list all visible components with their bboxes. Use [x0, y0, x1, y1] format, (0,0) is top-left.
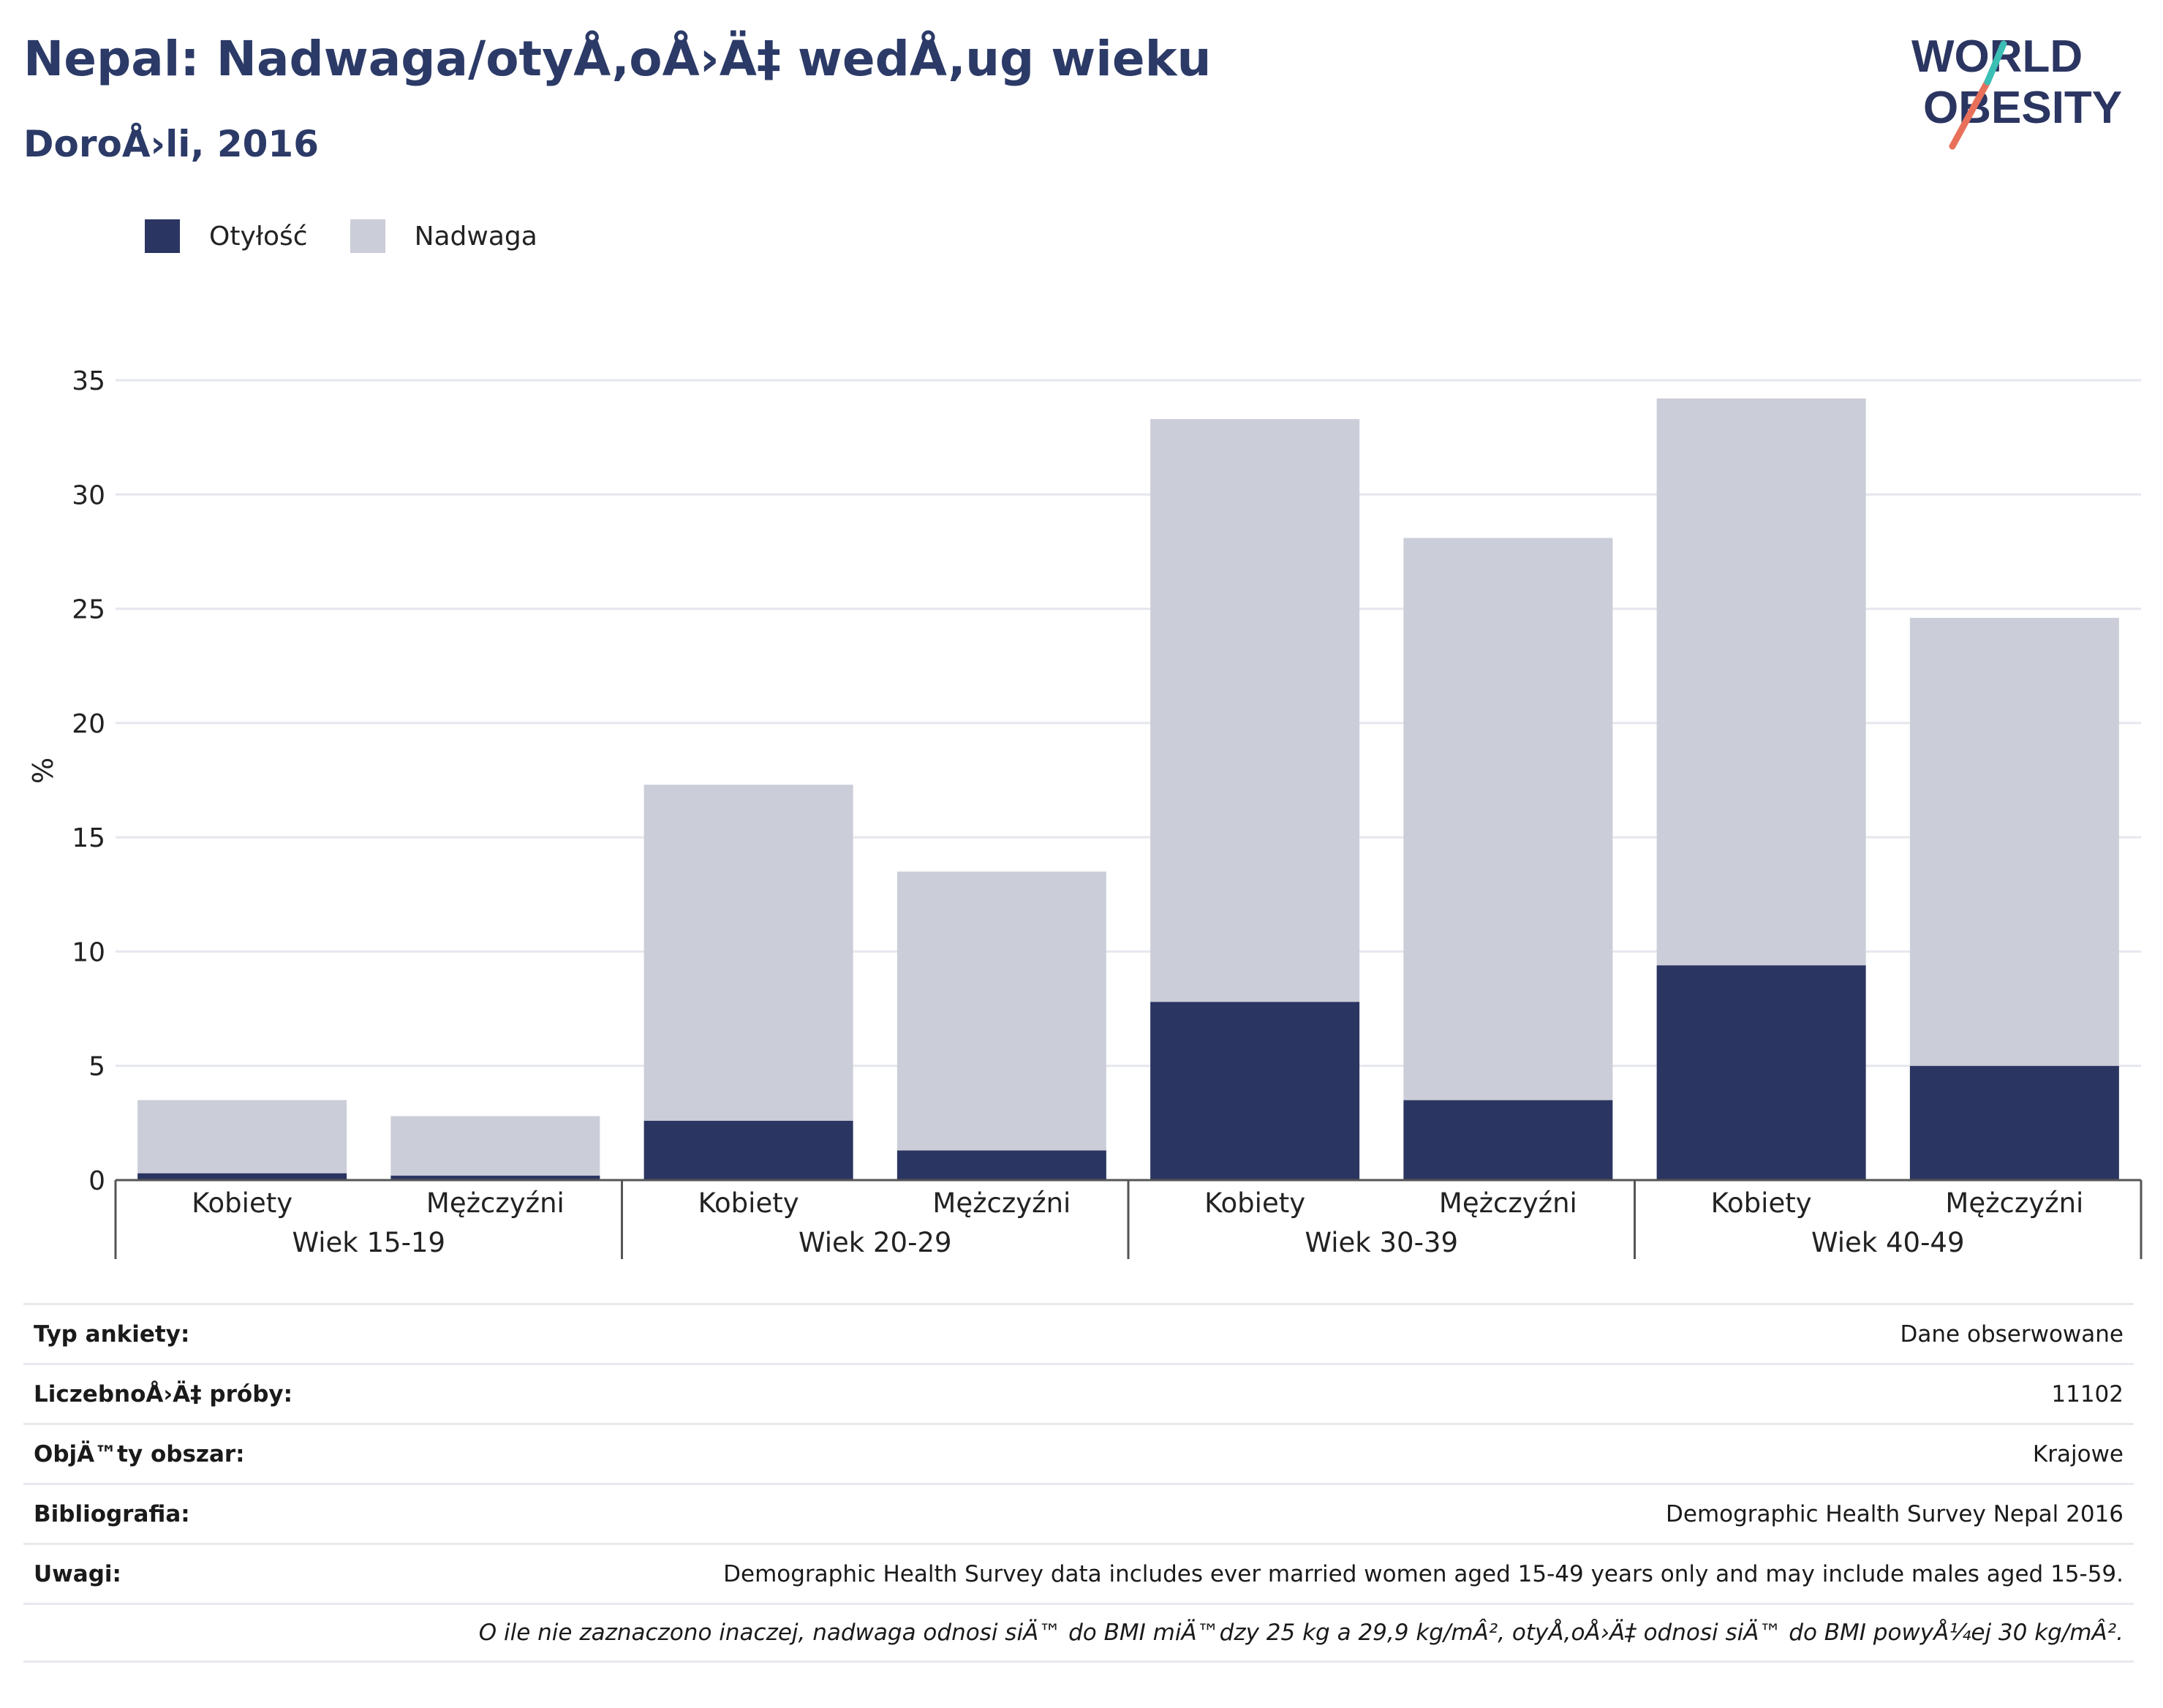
x-group-label: Wiek 30-39 [1305, 1227, 1458, 1258]
y-axis: 0 5 10 15 20 25 30 35 [72, 366, 105, 1196]
logo-slash-coral [1949, 78, 1991, 150]
y-tick-label: 15 [72, 823, 105, 853]
info-key: Bibliografia: [34, 1500, 190, 1527]
y-tick-label: 30 [72, 480, 105, 510]
bar-obesity [1656, 965, 1866, 1180]
page-title: Nepal: Nadwaga/otyÅ‚oÅ›Ä‡ wedÅ‚ug wieku [23, 31, 1212, 87]
stacked-bar-chart: 0 5 10 15 20 25 30 35 Kobiety Mężczyźni Kobiety Mę… [27, 366, 2143, 1259]
bar-obesity [1909, 1065, 2119, 1180]
x-tick-label: Kobiety [1711, 1187, 1812, 1219]
info-row-survey-type: Typ ankiety: Dane obserwowane [23, 1303, 2134, 1363]
bar-obesity [1403, 1100, 1613, 1180]
bar-overweight [896, 872, 1106, 1151]
bar-obesity [1150, 1002, 1360, 1180]
info-value: Demographic Health Survey Nepal 2016 [1666, 1500, 2124, 1527]
x-tick-label: Kobiety [192, 1187, 292, 1219]
x-tick-label: Mężczyźni [1439, 1187, 1577, 1219]
info-row-area: ObjÄ™ty obszar: Krajowe [23, 1423, 2134, 1483]
definition-note: O ile nie zaznaczono inaczej, nadwaga od… [478, 1620, 2124, 1646]
info-row-sample-size: LiczebnoÅ›Ä‡ próby: 11102 [23, 1363, 2134, 1423]
bar-obesity [896, 1150, 1106, 1180]
legend-swatch-obesity [145, 219, 180, 253]
y-tick-label: 5 [88, 1052, 105, 1082]
info-row-bibliography: Bibliografia: Demographic Health Survey … [23, 1483, 2134, 1543]
x-group-label: Wiek 15-19 [292, 1227, 445, 1258]
bar-obesity [643, 1120, 853, 1180]
info-row-notes: Uwagi: Demographic Health Survey data in… [23, 1543, 2134, 1603]
info-row-definition-note: O ile nie zaznaczono inaczej, nadwaga od… [23, 1603, 2134, 1663]
bar-overweight [1909, 618, 2119, 1066]
info-value: Krajowe [2032, 1440, 2124, 1467]
bar-overweight [137, 1100, 347, 1174]
info-table: Typ ankiety: Dane obserwowane LiczebnoÅ›… [23, 1303, 2134, 1663]
x-tick-label: Kobiety [1204, 1187, 1305, 1219]
info-key: ObjÄ™ty obszar: [34, 1440, 245, 1467]
x-axis: Kobiety Mężczyźni Kobiety Mężczyźni Kobiety M… [114, 1179, 2143, 1259]
x-group-label: Wiek 40-49 [1811, 1227, 1965, 1258]
bar-overweight [643, 785, 853, 1121]
info-key: Typ ankiety: [34, 1320, 190, 1348]
info-key: Uwagi: [34, 1560, 121, 1587]
x-tick-label: Kobiety [698, 1187, 799, 1219]
y-tick-label: 0 [88, 1166, 105, 1196]
bar-obesity [390, 1175, 600, 1180]
y-tick-label: 10 [72, 937, 105, 967]
x-tick-label: Mężczyźni [932, 1187, 1071, 1219]
info-value: Dane obserwowane [1900, 1320, 2124, 1348]
info-value: 11102 [2051, 1380, 2124, 1407]
page-subtitle: DoroÅ›li, 2016 [23, 123, 320, 165]
info-key: LiczebnoÅ›Ä‡ próby: [34, 1380, 293, 1407]
x-tick-label: Mężczyźni [426, 1187, 565, 1219]
world-obesity-logo: WORLD OBESITY [1911, 31, 2122, 150]
bars [137, 398, 2119, 1180]
bar-overweight [390, 1116, 600, 1176]
y-tick-label: 20 [72, 709, 105, 739]
logo-slash-teal [1984, 40, 2007, 86]
bar-overweight [1150, 419, 1360, 1002]
x-group-label: Wiek 20-29 [799, 1227, 952, 1258]
y-tick-label: 35 [72, 366, 105, 396]
bar-obesity [137, 1173, 347, 1180]
y-tick-label: 25 [72, 595, 105, 625]
legend-label-overweight: Nadwaga [414, 221, 537, 252]
bar-overweight [1403, 537, 1613, 1100]
x-tick-label: Mężczyźni [1945, 1187, 2083, 1219]
legend-label-obesity: Otyłość [209, 221, 308, 252]
info-value: Demographic Health Survey data includes … [723, 1560, 2124, 1587]
legend-swatch-overweight [350, 219, 385, 253]
y-axis-label: % [27, 757, 59, 784]
chart-legend: Otyłość Nadwaga [145, 218, 580, 254]
bar-overweight [1656, 398, 1866, 966]
logo-line2: OBESITY [1923, 83, 2122, 133]
